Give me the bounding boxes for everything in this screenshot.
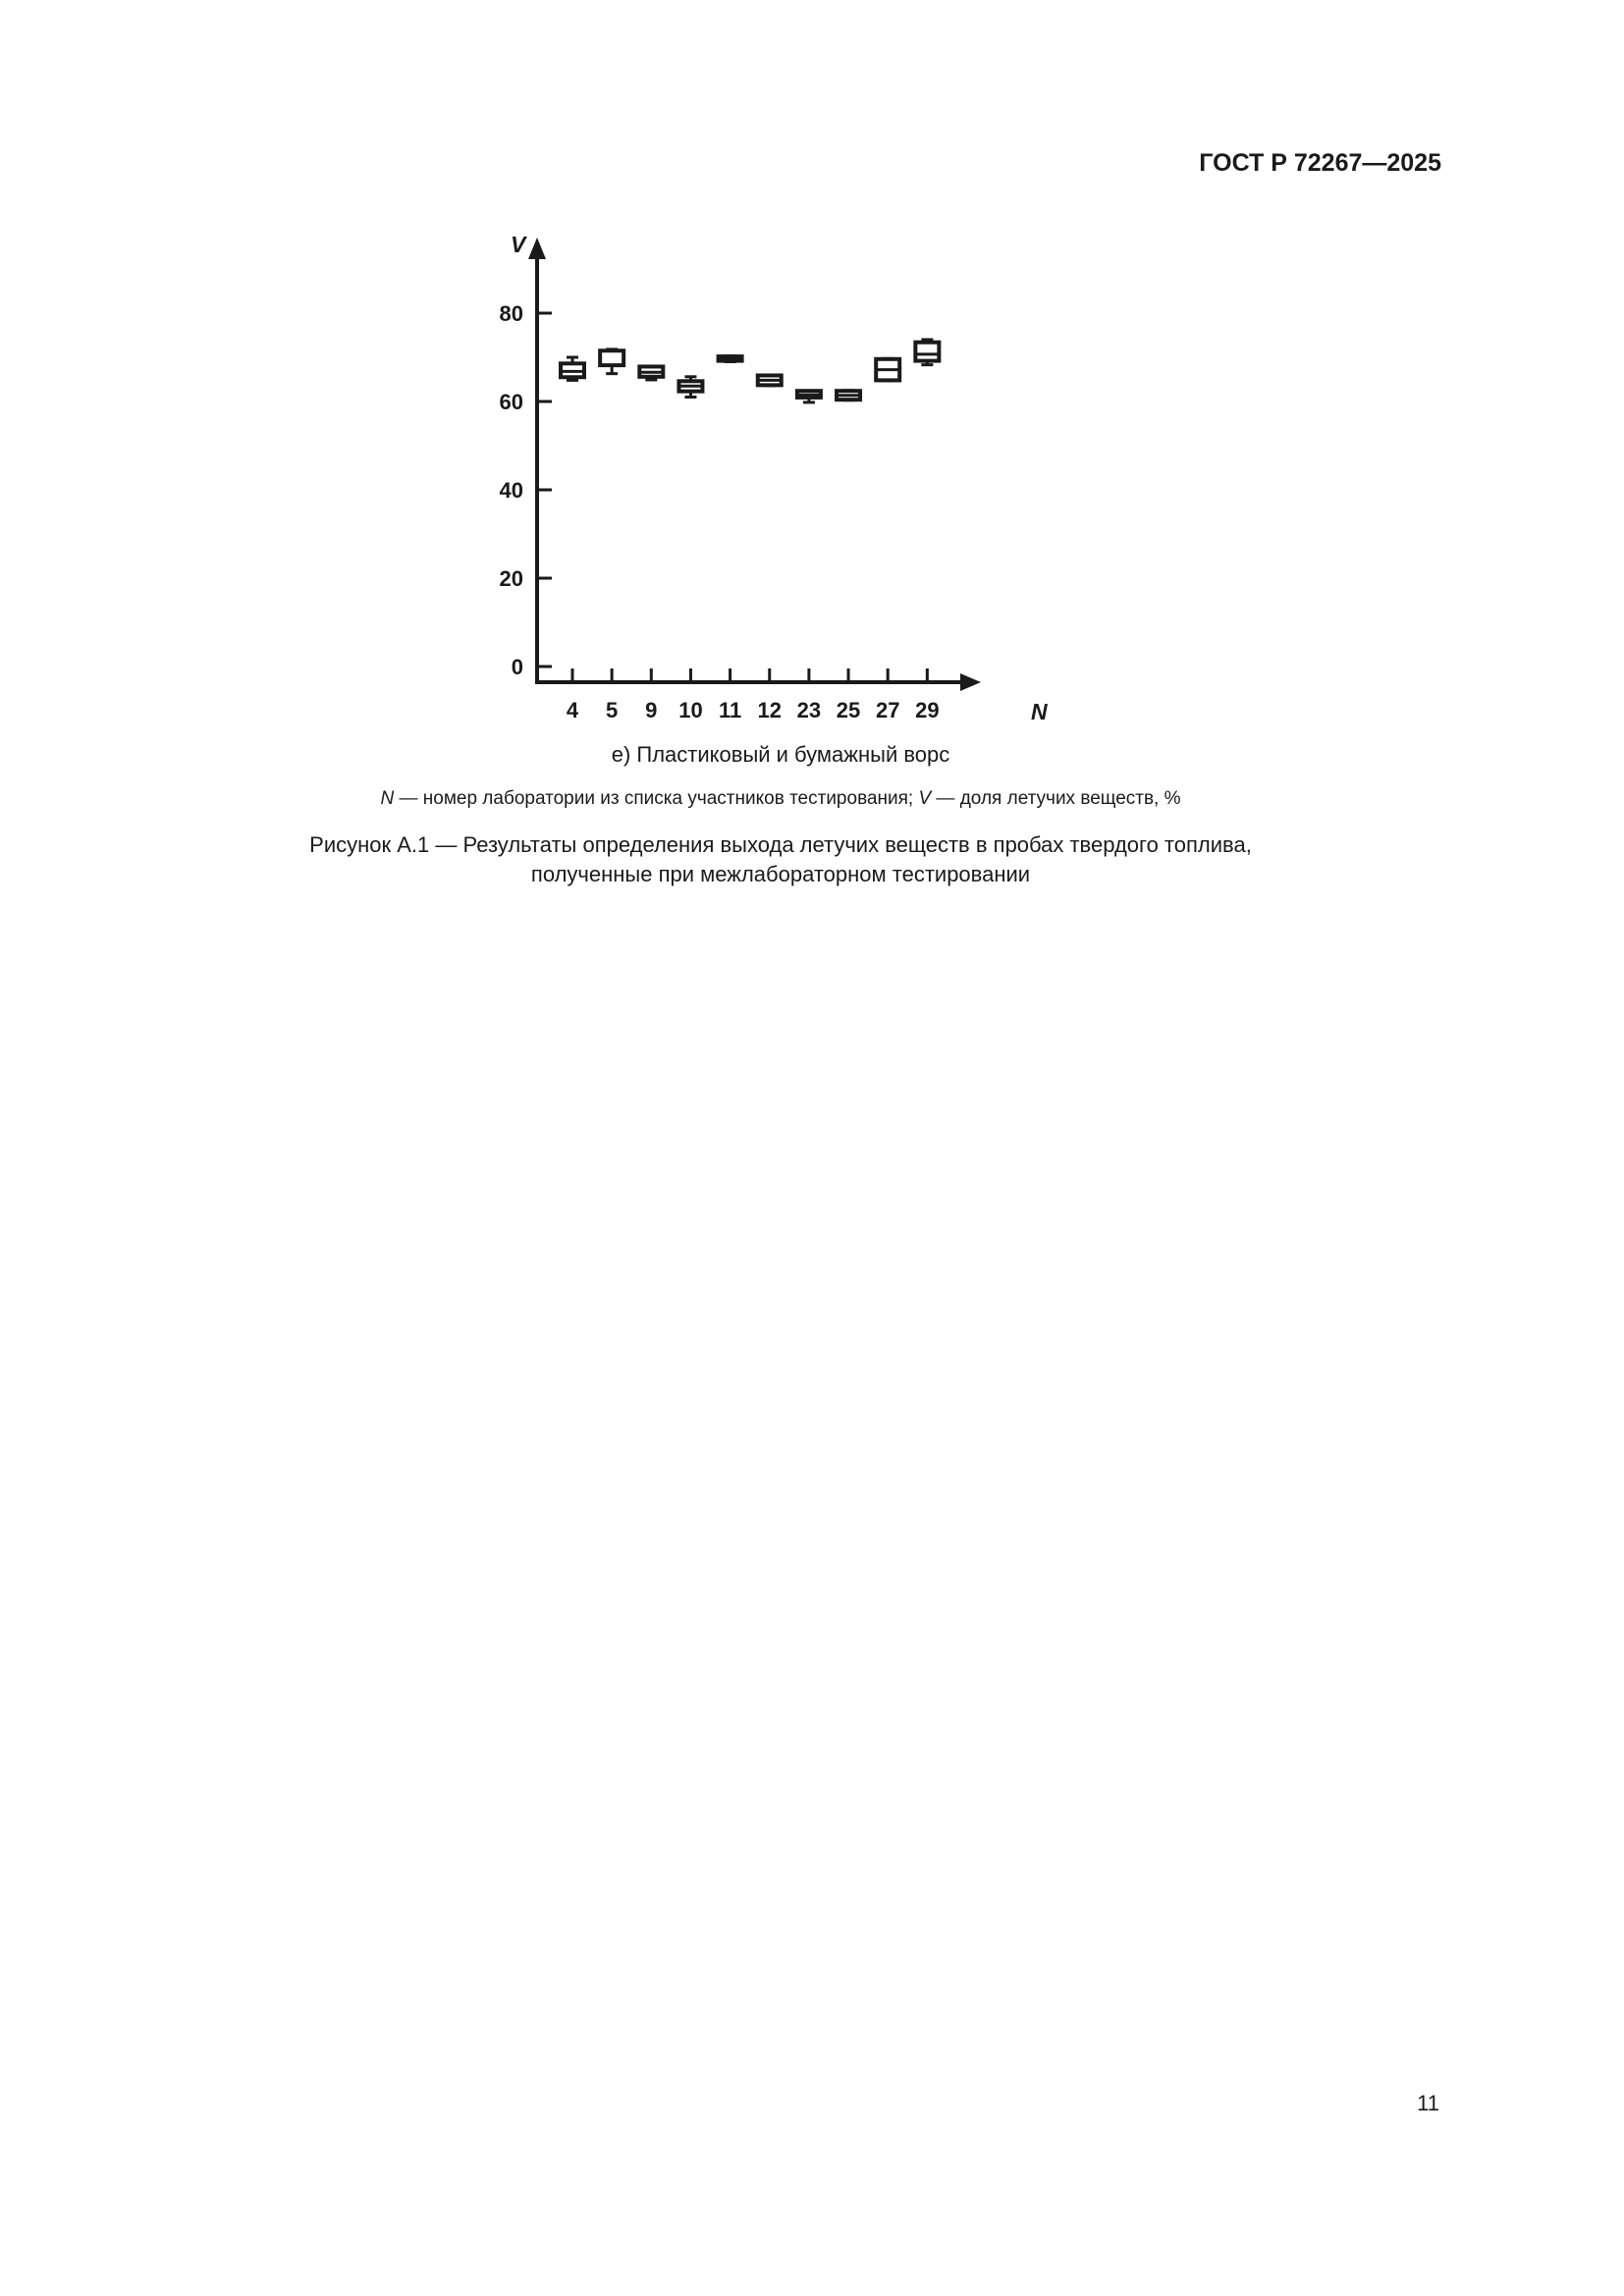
v-symbol: V [918, 788, 932, 809]
box-9 [637, 364, 666, 382]
subfigure-caption: е) Пластиковый и бумажный ворс [611, 742, 950, 767]
y-axis-label: V [511, 232, 527, 257]
y-tick-label: 80 [500, 301, 523, 326]
box-25 [835, 389, 863, 402]
box-5 [598, 347, 626, 376]
y-axis-arrow [528, 238, 546, 259]
x-axis-label: N [1031, 699, 1048, 724]
x-ticks: 4 5 9 10 11 12 23 25 27 29 [567, 668, 940, 722]
x-tick-label: 25 [837, 698, 860, 722]
box [598, 348, 626, 368]
page-number: 11 [1417, 2091, 1439, 2115]
x-tick-label: 10 [678, 698, 702, 722]
box-4 [559, 355, 586, 382]
figure-title-line2: полученные при межлабораторном тестирова… [530, 862, 1031, 886]
y-tick-label: 20 [500, 566, 523, 591]
box-29 [913, 338, 942, 367]
figure-title: Рисунок А.1 — Результаты определения вых… [0, 830, 1561, 889]
x-tick-label: 4 [567, 698, 579, 722]
x-tick-label: 11 [719, 698, 741, 722]
y-tick-label: 0 [512, 655, 523, 679]
box-11 [716, 354, 744, 363]
boxes [559, 338, 942, 404]
x-axis-arrow [960, 673, 981, 691]
n-text: — номер лаборатории из списка участников… [394, 788, 919, 809]
x-tick-label: 27 [876, 698, 899, 722]
x-tick-label: 23 [797, 698, 821, 722]
box [913, 340, 942, 363]
x-tick-label: 5 [606, 698, 618, 722]
box-23 [794, 389, 823, 404]
legend-note: N — номер лаборатории из списка участник… [0, 788, 1561, 810]
boxplot-chart: 0 20 40 60 80 4 5 9 10 11 12 23 25 27 29 V N [500, 232, 1048, 724]
x-tick-label: 12 [758, 698, 782, 722]
box-27 [874, 356, 902, 383]
x-tick-label: 9 [645, 698, 657, 722]
y-tick-label: 60 [500, 390, 523, 414]
box-10 [677, 375, 705, 399]
y-ticks: 0 20 40 60 80 [500, 301, 552, 679]
x-tick-label: 29 [915, 698, 939, 722]
axes [528, 238, 981, 691]
n-symbol: N [380, 788, 395, 809]
v-text: — доля летучих веществ, % [931, 788, 1181, 809]
y-tick-label: 40 [500, 478, 523, 503]
figure-title-line1: Рисунок А.1 — Результаты определения вых… [309, 832, 1252, 857]
box-12 [755, 373, 784, 388]
document-code: ГОСТ Р 72267—2025 [1199, 149, 1441, 177]
